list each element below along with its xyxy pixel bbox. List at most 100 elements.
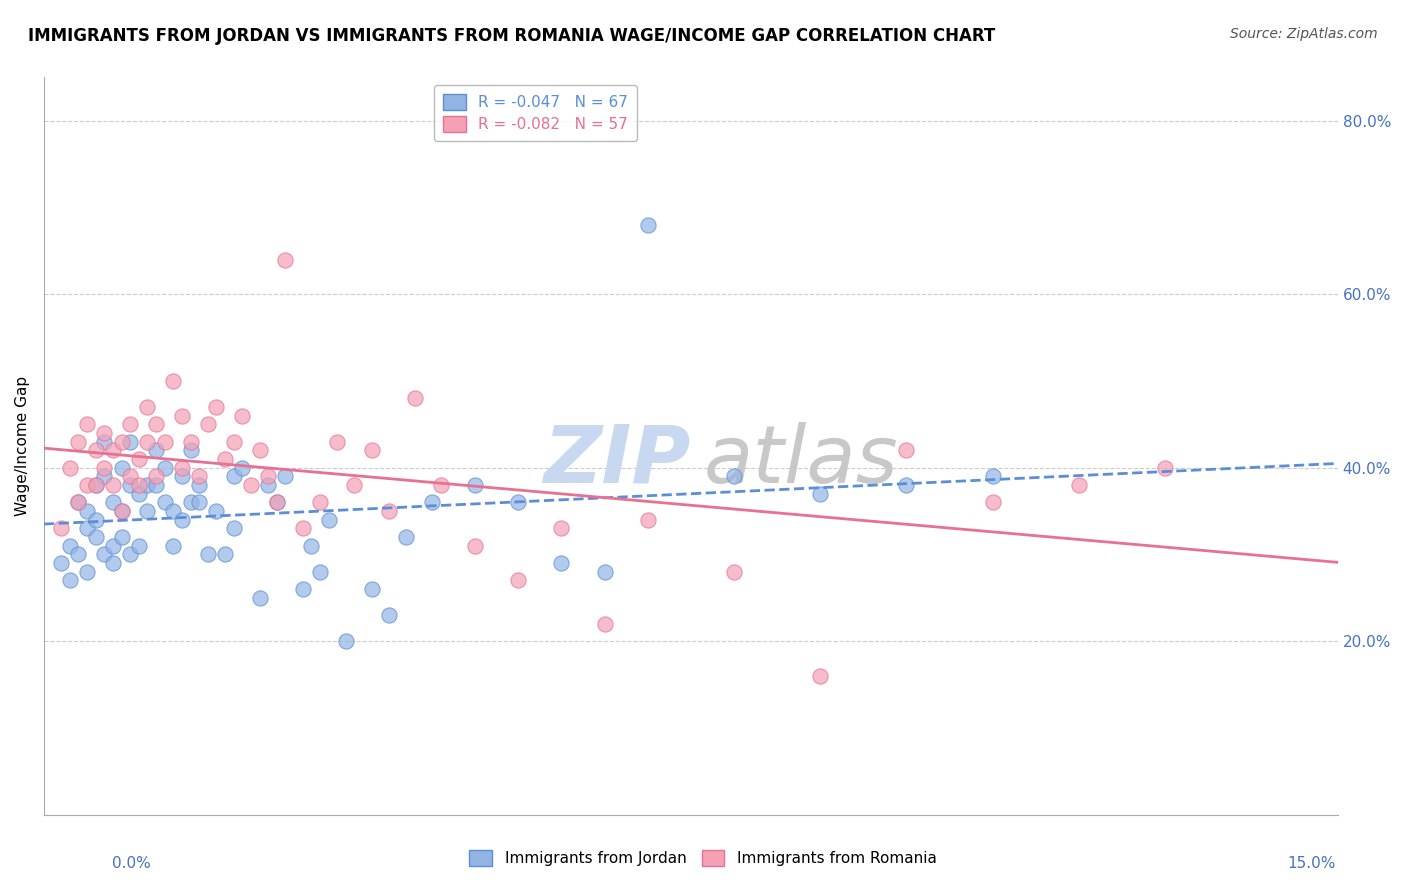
Point bbox=[896, 443, 918, 458]
Point bbox=[723, 469, 745, 483]
Point bbox=[378, 504, 401, 518]
Point bbox=[257, 478, 280, 492]
Point bbox=[59, 539, 82, 553]
Point bbox=[723, 565, 745, 579]
Point bbox=[145, 443, 167, 458]
Point bbox=[299, 539, 322, 553]
Point bbox=[188, 469, 211, 483]
Point bbox=[162, 539, 184, 553]
Point bbox=[101, 495, 124, 509]
Point bbox=[136, 400, 159, 414]
Y-axis label: Wage/Income Gap: Wage/Income Gap bbox=[15, 376, 30, 516]
Point bbox=[222, 469, 245, 483]
Point bbox=[309, 565, 332, 579]
Point bbox=[67, 495, 90, 509]
Point bbox=[59, 460, 82, 475]
Point bbox=[214, 548, 236, 562]
Point bbox=[360, 582, 382, 596]
Point bbox=[110, 504, 132, 518]
Point bbox=[101, 556, 124, 570]
Point bbox=[593, 565, 616, 579]
Point bbox=[93, 434, 115, 449]
Point bbox=[197, 417, 219, 432]
Point bbox=[120, 469, 142, 483]
Point bbox=[153, 434, 176, 449]
Point bbox=[637, 513, 659, 527]
Point bbox=[84, 478, 107, 492]
Point bbox=[360, 443, 382, 458]
Point bbox=[1154, 460, 1177, 475]
Point bbox=[326, 434, 349, 449]
Point bbox=[76, 521, 98, 535]
Point bbox=[136, 434, 159, 449]
Point bbox=[180, 434, 202, 449]
Point bbox=[101, 443, 124, 458]
Point bbox=[808, 486, 831, 500]
Point bbox=[214, 452, 236, 467]
Point bbox=[188, 495, 211, 509]
Point bbox=[343, 478, 366, 492]
Point bbox=[170, 409, 193, 423]
Legend: R = -0.047   N = 67, R = -0.082   N = 57: R = -0.047 N = 67, R = -0.082 N = 57 bbox=[434, 85, 637, 142]
Point bbox=[257, 469, 280, 483]
Point bbox=[101, 539, 124, 553]
Point bbox=[84, 478, 107, 492]
Point bbox=[49, 521, 72, 535]
Point bbox=[145, 478, 167, 492]
Point bbox=[222, 434, 245, 449]
Text: 15.0%: 15.0% bbox=[1288, 856, 1336, 871]
Point bbox=[896, 478, 918, 492]
Point bbox=[981, 495, 1004, 509]
Point bbox=[291, 582, 314, 596]
Point bbox=[67, 434, 90, 449]
Point bbox=[464, 478, 486, 492]
Point bbox=[128, 539, 150, 553]
Point bbox=[180, 443, 202, 458]
Point bbox=[136, 504, 159, 518]
Point bbox=[170, 513, 193, 527]
Point bbox=[180, 495, 202, 509]
Point bbox=[76, 504, 98, 518]
Point bbox=[222, 521, 245, 535]
Point bbox=[84, 443, 107, 458]
Point bbox=[84, 530, 107, 544]
Point bbox=[291, 521, 314, 535]
Text: IMMIGRANTS FROM JORDAN VS IMMIGRANTS FROM ROMANIA WAGE/INCOME GAP CORRELATION CH: IMMIGRANTS FROM JORDAN VS IMMIGRANTS FRO… bbox=[28, 27, 995, 45]
Text: atlas: atlas bbox=[703, 422, 898, 500]
Point bbox=[170, 469, 193, 483]
Point bbox=[1067, 478, 1090, 492]
Point bbox=[508, 574, 530, 588]
Point bbox=[67, 495, 90, 509]
Point bbox=[110, 504, 132, 518]
Point bbox=[266, 495, 288, 509]
Point bbox=[110, 460, 132, 475]
Legend: Immigrants from Jordan, Immigrants from Romania: Immigrants from Jordan, Immigrants from … bbox=[460, 841, 946, 875]
Point bbox=[153, 460, 176, 475]
Point bbox=[120, 434, 142, 449]
Point bbox=[637, 218, 659, 232]
Point bbox=[464, 539, 486, 553]
Point bbox=[309, 495, 332, 509]
Point bbox=[249, 591, 271, 605]
Text: ZIP: ZIP bbox=[543, 422, 690, 500]
Point bbox=[120, 417, 142, 432]
Point bbox=[128, 486, 150, 500]
Point bbox=[120, 548, 142, 562]
Point bbox=[231, 460, 253, 475]
Point bbox=[76, 478, 98, 492]
Point bbox=[231, 409, 253, 423]
Text: 0.0%: 0.0% bbox=[112, 856, 152, 871]
Point bbox=[59, 574, 82, 588]
Point bbox=[162, 504, 184, 518]
Point bbox=[120, 478, 142, 492]
Point bbox=[101, 478, 124, 492]
Point bbox=[67, 548, 90, 562]
Point bbox=[188, 478, 211, 492]
Point bbox=[76, 565, 98, 579]
Point bbox=[318, 513, 340, 527]
Point bbox=[93, 425, 115, 440]
Text: Source: ZipAtlas.com: Source: ZipAtlas.com bbox=[1230, 27, 1378, 41]
Point bbox=[205, 400, 228, 414]
Point bbox=[274, 469, 297, 483]
Point bbox=[93, 548, 115, 562]
